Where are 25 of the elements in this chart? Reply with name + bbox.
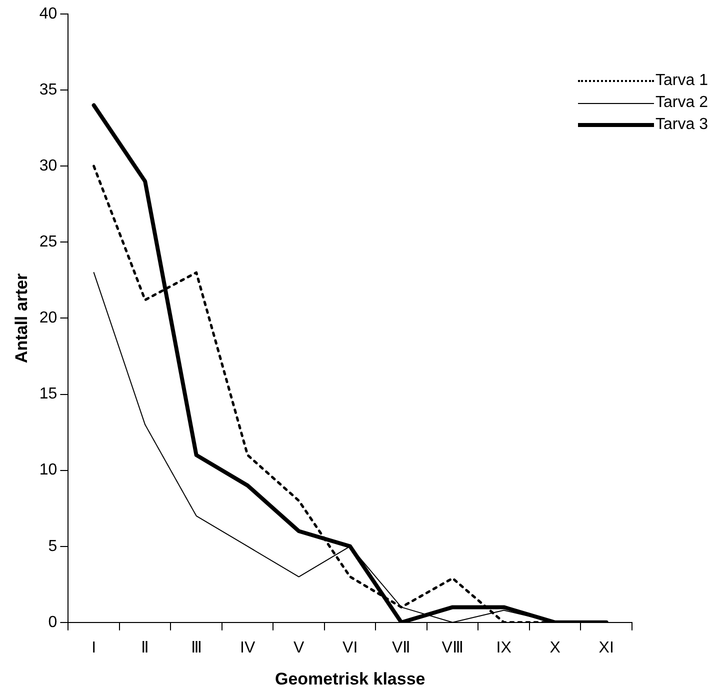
x-tick-label: I [92, 639, 96, 656]
x-axis-title: Geometrisk klasse [274, 669, 426, 688]
x-tick-label: VⅡ [392, 639, 411, 656]
y-tick-label: 15 [39, 386, 58, 403]
legend-label: Tarva 1 [656, 72, 708, 90]
y-tick-label: 0 [48, 614, 58, 631]
x-tick-label: IX [496, 639, 512, 656]
y-tick-label: 25 [39, 234, 58, 251]
y-tick-label: 35 [39, 81, 58, 98]
y-tick-label: 20 [39, 310, 58, 327]
legend-label: Tarva 2 [656, 94, 708, 112]
y-tick-label: 30 [39, 158, 58, 175]
y-tick-label: 40 [39, 5, 58, 22]
x-tick-label: VI [342, 639, 358, 656]
x-tick-label: Ⅱ [141, 639, 150, 656]
x-tick-label: Ⅲ [190, 639, 202, 656]
x-tick-label: XI [598, 639, 614, 656]
x-tick-label: IV [240, 639, 256, 656]
legend-label: Tarva 3 [656, 116, 708, 134]
y-tick-label: 10 [39, 462, 58, 479]
x-tick-label: X [550, 639, 561, 656]
x-tick-label: VⅢ [442, 639, 464, 656]
x-tick-label: V [294, 639, 305, 656]
y-axis-title: Antall arter [12, 272, 31, 364]
y-tick-label: 5 [48, 538, 58, 555]
